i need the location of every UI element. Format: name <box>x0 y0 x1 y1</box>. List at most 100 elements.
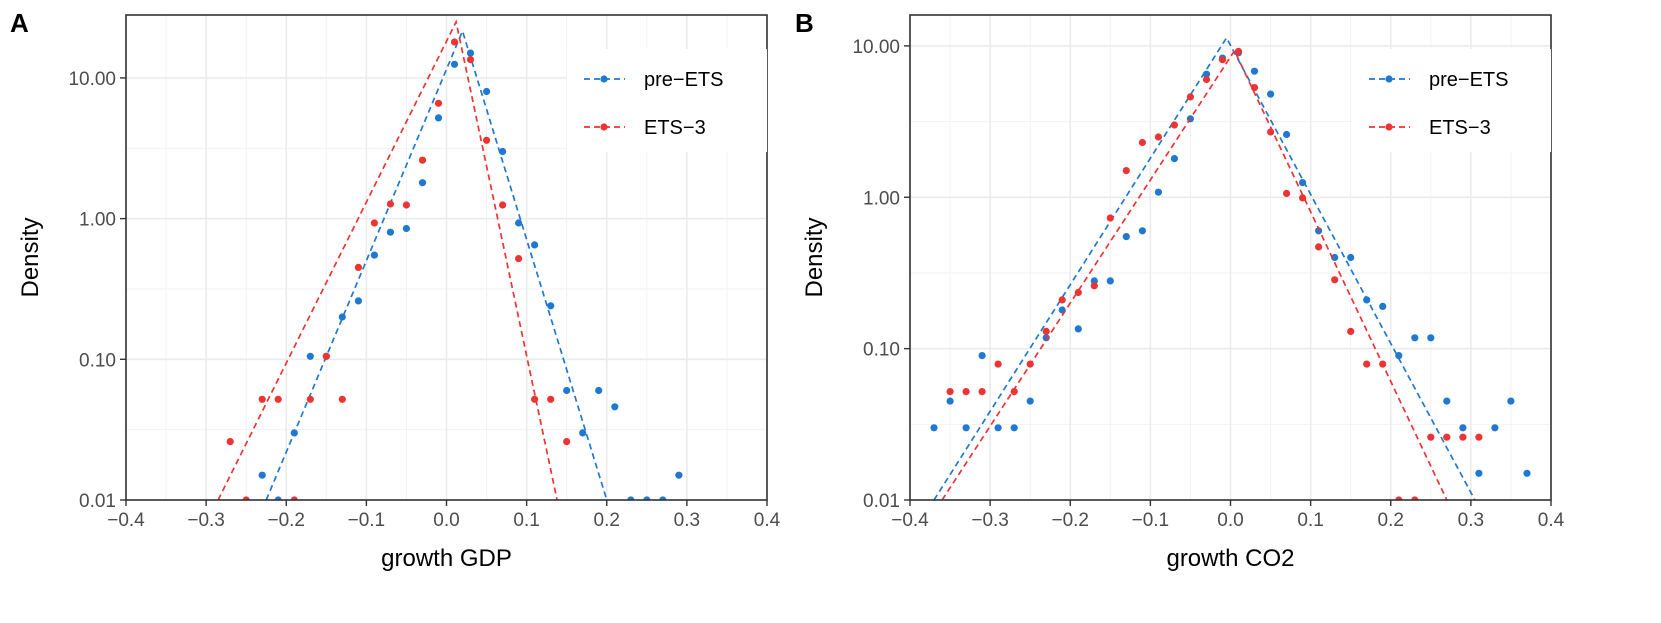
data-point <box>338 395 346 403</box>
data-point <box>1042 327 1050 335</box>
fit-line <box>933 36 1476 500</box>
data-point <box>274 395 282 403</box>
data-point <box>1026 360 1034 368</box>
data-point <box>1283 130 1291 139</box>
data-point <box>370 219 378 227</box>
x-tick-label: −0.3 <box>187 510 225 531</box>
data-point <box>946 388 954 396</box>
data-layer <box>930 36 1531 500</box>
data-point <box>1523 469 1531 477</box>
panel-letter: B <box>795 8 814 38</box>
y-tick-label: 10.00 <box>68 69 116 90</box>
legend: pre−ETS ETS−3 <box>1352 49 1551 152</box>
data-point <box>226 438 234 446</box>
data-point <box>418 179 427 187</box>
x-tick-label: 0.1 <box>1297 510 1323 531</box>
y-axis-title: Density <box>801 217 828 297</box>
data-point <box>1315 243 1323 251</box>
data-point <box>1363 296 1371 304</box>
y-tick-label: 0.01 <box>79 491 116 512</box>
data-point <box>1443 433 1451 441</box>
data-point <box>1299 179 1307 187</box>
data-point <box>1186 93 1194 101</box>
data-point <box>1507 397 1515 405</box>
legend-box <box>567 49 767 152</box>
data-point <box>643 496 651 500</box>
x-tick-label: −0.4 <box>107 510 145 531</box>
x-tick-label: 0.4 <box>1538 510 1565 531</box>
x-tick-label: 0.0 <box>1217 510 1243 531</box>
y-tick-label: 0.10 <box>79 350 116 371</box>
data-point <box>483 136 491 144</box>
x-tick-label: −0.1 <box>348 510 386 531</box>
data-point <box>1250 67 1259 75</box>
legend-key-point <box>1385 123 1393 131</box>
data-point <box>1267 90 1275 98</box>
legend-key-point <box>600 75 608 83</box>
legend-label: pre−ETS <box>1429 69 1508 91</box>
data-point <box>531 241 539 249</box>
data-point <box>515 255 523 263</box>
legend-key-point <box>1385 75 1393 83</box>
data-point <box>1363 360 1371 368</box>
data-point <box>483 87 491 96</box>
data-point <box>450 60 459 68</box>
data-point <box>595 386 603 395</box>
data-point <box>1106 277 1114 285</box>
data-point <box>1459 433 1467 441</box>
data-point <box>499 147 507 156</box>
data-point <box>1395 352 1403 360</box>
data-point <box>306 395 314 403</box>
data-point <box>450 38 459 46</box>
data-point <box>242 496 250 500</box>
x-tick-label: 0.2 <box>594 510 620 531</box>
legend-box <box>1352 49 1551 152</box>
data-point <box>611 403 619 411</box>
data-point <box>1250 84 1259 92</box>
data-point <box>322 352 330 360</box>
data-point <box>1010 424 1018 432</box>
data-point <box>402 224 410 233</box>
data-point <box>547 395 555 403</box>
data-point <box>1475 469 1483 477</box>
data-point <box>386 228 394 236</box>
data-point <box>1106 214 1114 222</box>
data-point <box>994 424 1002 432</box>
fit-line <box>265 28 608 500</box>
data-point <box>1427 334 1435 342</box>
data-point <box>1202 70 1211 78</box>
data-point <box>1411 496 1419 500</box>
x-tick-label: −0.1 <box>1132 510 1170 531</box>
x-tick-label: −0.2 <box>1051 510 1089 531</box>
data-point <box>1026 397 1034 405</box>
data-point <box>946 397 954 405</box>
data-point <box>354 263 362 271</box>
data-point <box>531 395 539 403</box>
data-point <box>258 471 266 479</box>
data-point <box>290 429 298 437</box>
data-point <box>1491 424 1499 432</box>
data-point <box>563 438 571 446</box>
data-layer <box>217 19 683 500</box>
data-point <box>434 99 443 107</box>
data-point <box>402 201 410 209</box>
data-point <box>499 201 507 209</box>
data-point <box>306 352 314 360</box>
panel-b: −0.4 −0.3 −0.2 −0.1 0.0 0.1 0.2 0.3 0.4 0.01 0.10 1… <box>795 8 1565 572</box>
data-point <box>1379 360 1387 368</box>
data-point <box>675 471 683 479</box>
data-point <box>579 429 587 437</box>
data-point <box>290 496 298 500</box>
data-point <box>386 200 394 208</box>
data-point <box>1138 227 1146 235</box>
data-point <box>466 49 475 57</box>
data-point <box>659 496 667 500</box>
data-point <box>1010 388 1018 396</box>
x-tick-label: −0.4 <box>891 510 929 531</box>
data-point <box>258 395 266 403</box>
y-tick-label: 1.00 <box>79 210 116 231</box>
x-tick-label: 0.0 <box>433 510 459 531</box>
legend-label: ETS−3 <box>644 117 706 139</box>
legend: pre−ETS ETS−3 <box>567 49 767 152</box>
panel-a: −0.4 −0.3 −0.2 −0.1 0.0 0.1 0.2 0.3 0.4 0.01 0.10 1… <box>10 8 781 572</box>
